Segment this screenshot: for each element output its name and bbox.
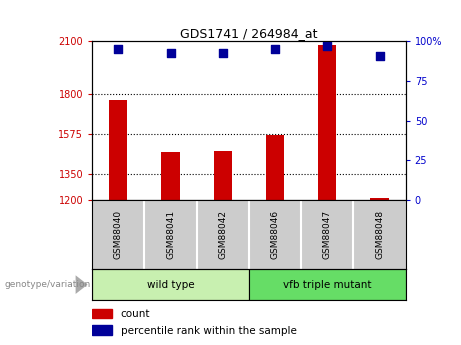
Text: GSM88048: GSM88048	[375, 210, 384, 259]
Bar	[109, 100, 127, 200]
Point	[219, 50, 226, 55]
Text: genotype/variation: genotype/variation	[5, 280, 91, 289]
Bar	[266, 135, 284, 200]
Text: GSM88047: GSM88047	[323, 210, 332, 259]
Bar	[213, 151, 232, 200]
Text: GSM88042: GSM88042	[219, 210, 227, 259]
Bar	[161, 152, 180, 200]
Bar	[249, 269, 406, 300]
Title: GDS1741 / 264984_at: GDS1741 / 264984_at	[180, 27, 318, 40]
Point	[167, 50, 174, 55]
Text: wild type: wild type	[147, 280, 195, 289]
Point	[324, 43, 331, 49]
Bar	[371, 198, 389, 200]
Text: percentile rank within the sample: percentile rank within the sample	[121, 326, 296, 335]
Text: GSM88046: GSM88046	[271, 210, 279, 259]
Text: GSM88041: GSM88041	[166, 210, 175, 259]
Bar	[92, 269, 249, 300]
Bar	[92, 325, 112, 335]
Text: GSM88040: GSM88040	[114, 210, 123, 259]
Bar	[318, 45, 337, 200]
Point	[115, 47, 122, 52]
Point	[376, 53, 383, 58]
Text: vfb triple mutant: vfb triple mutant	[283, 280, 372, 289]
Bar	[92, 309, 112, 318]
Point	[272, 47, 279, 52]
Polygon shape	[76, 275, 88, 294]
Text: count: count	[121, 309, 150, 319]
